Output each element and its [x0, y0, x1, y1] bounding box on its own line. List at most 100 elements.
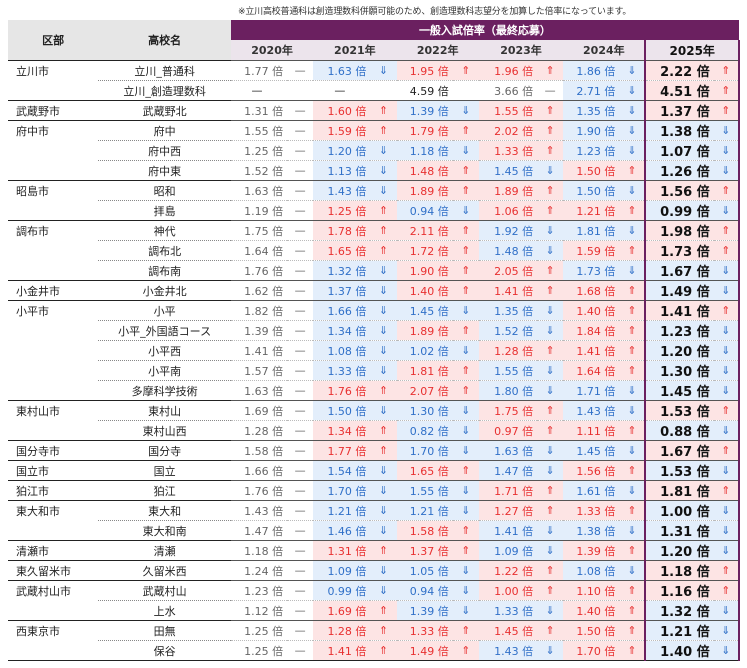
- year-2025-header: 2025年: [644, 40, 740, 61]
- footnote: ※立川高校普通科は創造理数科併願可能のため、創造理数科志望分を加算した倍率になっ…: [238, 7, 632, 17]
- down-arrow-icon: ⇓: [713, 540, 741, 561]
- down-arrow-icon: ⇓: [452, 560, 479, 581]
- flat-dash-icon: —: [287, 240, 314, 261]
- up-arrow-icon: ⇑: [713, 400, 741, 421]
- ratio-value-2022年: 1.55 倍: [396, 480, 453, 501]
- up-arrow-icon: ⇑: [537, 200, 564, 221]
- ratio-value-2025年: 1.32 倍: [644, 600, 714, 621]
- flat-dash-icon: —: [287, 140, 314, 161]
- down-arrow-icon: ⇓: [452, 300, 479, 321]
- ratio-value-2024年: 1.40 倍: [563, 600, 620, 621]
- school-name-cell: 調布北: [98, 240, 231, 261]
- ratio-value-2021年: 1.21 倍: [313, 500, 371, 521]
- school-name-cell: 武蔵村山: [98, 580, 231, 601]
- ratio-value-2023年: 1.28 倍: [478, 340, 538, 361]
- up-arrow-icon: ⇑: [370, 640, 397, 661]
- table-row: 東村山西 1.28 倍 —1.34 倍 ⇑ 0.82 倍 ⇓ 0.97 倍 ⇑ 1.11 倍 ⇑ 0…: [8, 420, 741, 441]
- ratio-value-2024年: 1.10 倍: [563, 580, 620, 601]
- up-arrow-icon: ⇑: [619, 320, 646, 341]
- down-arrow-icon: ⇓: [452, 340, 479, 361]
- ratio-value-2024年: 1.50 倍: [563, 620, 620, 641]
- ratio-value-2025年: 1.40 倍: [644, 640, 714, 661]
- school-name-cell: 府中東: [98, 160, 231, 181]
- table-row: 多摩科学技術 1.63 倍 —1.76 倍 ⇑ 2.07 倍 ⇑ 1.80 倍 ⇓ 1.71 倍…: [8, 380, 741, 401]
- ratio-value-2020年: 1.12 倍: [230, 600, 288, 621]
- up-arrow-icon: ⇑: [370, 100, 397, 121]
- ratio-value-2022年: 1.21 倍: [396, 500, 453, 521]
- ratio-value-2021年: 1.78 倍: [313, 220, 371, 241]
- district-cell: 小平市: [8, 300, 99, 321]
- district-cell: 東村山市: [8, 400, 99, 421]
- ratio-value-2024年: 1.90 倍: [563, 120, 620, 141]
- ratio-value-2023年: 1.33 倍: [478, 140, 538, 161]
- ratio-value-2023年: 1.33 倍: [478, 600, 538, 621]
- ratio-value-2023年: 1.06 倍: [478, 200, 538, 221]
- down-arrow-icon: ⇓: [619, 100, 646, 121]
- down-arrow-icon: ⇓: [452, 440, 479, 461]
- ratio-value-2020年: 1.63 倍: [230, 180, 288, 201]
- district-cell: 西東京市: [8, 620, 99, 641]
- down-arrow-icon: ⇓: [452, 400, 479, 421]
- ratio-value-2024年: 1.70 倍: [563, 640, 620, 661]
- ratio-value-2025年: 1.73 倍: [644, 240, 714, 261]
- ratio-value-2020年: 1.41 倍: [230, 340, 288, 361]
- down-arrow-icon: ⇓: [370, 260, 397, 281]
- district-cell: 武蔵野市: [8, 100, 99, 121]
- flat-dash-icon: —: [287, 460, 314, 481]
- down-arrow-icon: ⇓: [452, 200, 479, 221]
- ratio-value-2024年: 1.45 倍: [563, 440, 620, 461]
- up-arrow-icon: ⇑: [452, 120, 479, 141]
- ratio-value-2020年: 1.76 倍: [230, 260, 288, 281]
- school-name-cell: 小平南: [98, 360, 231, 381]
- down-arrow-icon: ⇓: [619, 60, 646, 81]
- up-arrow-icon: ⇑: [370, 380, 397, 401]
- up-arrow-icon: ⇑: [537, 560, 564, 581]
- ratio-value-2025年: 1.41 倍: [644, 300, 714, 321]
- down-arrow-icon: ⇓: [537, 240, 564, 261]
- down-arrow-icon: ⇓: [713, 380, 741, 401]
- up-arrow-icon: ⇑: [619, 500, 646, 521]
- empty-trend-cell: [287, 80, 314, 101]
- ratio-value-2020年: 1.57 倍: [230, 360, 288, 381]
- ratio-value-2025年: 1.16 倍: [644, 580, 714, 601]
- ratio-value-2025年: 1.38 倍: [644, 120, 714, 141]
- table-row: 小平西 1.41 倍 —1.08 倍 ⇓ 1.02 倍 ⇓ 1.28 倍 ⇑ 1.41 倍 ⇑ 1.…: [8, 340, 741, 361]
- school-name-cell: 調布南: [98, 260, 231, 281]
- ratio-value-2023年: 1.47 倍: [478, 460, 538, 481]
- ratio-value-2020年: 1.66 倍: [230, 460, 288, 481]
- banner-title: 一般入試倍率（最終応募）: [230, 20, 739, 40]
- table-row: 調布市 神代 1.75 倍 —1.78 倍 ⇑ 2.11 倍 ⇑ 1.92 倍 ⇓ 1.81 倍 ⇓…: [8, 220, 741, 241]
- down-arrow-icon: ⇓: [370, 480, 397, 501]
- ratio-value-2022年: 0.94 倍: [396, 200, 453, 221]
- down-arrow-icon: ⇓: [537, 460, 564, 481]
- up-arrow-icon: ⇑: [619, 340, 646, 361]
- school-name-cell: 国分寺: [98, 440, 231, 461]
- table-row: 立川市 立川_普通科 1.77 倍 —1.63 倍 ⇓ 1.95 倍 ⇑ 1.96 倍 ⇑ 1.8…: [8, 60, 741, 81]
- down-arrow-icon: ⇓: [370, 140, 397, 161]
- ratio-value-2023年: 1.00 倍: [478, 580, 538, 601]
- district-cell: 狛江市: [8, 480, 99, 501]
- up-arrow-icon: ⇑: [713, 300, 741, 321]
- ratio-value-2024年: 1.08 倍: [563, 560, 620, 581]
- ratio-value-2020年: 1.28 倍: [230, 420, 288, 441]
- down-arrow-icon: ⇓: [452, 480, 479, 501]
- down-arrow-icon: ⇓: [713, 200, 741, 221]
- ratio-value-2021年: 1.41 倍: [313, 640, 371, 661]
- down-arrow-icon: ⇓: [537, 360, 564, 381]
- ratio-value-2025年: 1.31 倍: [644, 520, 714, 541]
- down-arrow-icon: ⇓: [713, 500, 741, 521]
- down-arrow-icon: ⇓: [619, 180, 646, 201]
- ratio-value-2020年: 1.77 倍: [230, 60, 288, 81]
- ratio-value-2025年: 1.30 倍: [644, 360, 714, 381]
- district-cell: [8, 161, 98, 181]
- year-2022-header: 2022年: [396, 40, 479, 61]
- ratio-value-2023年: 2.05 倍: [478, 260, 538, 281]
- school-name-cell: 拝島: [98, 200, 231, 221]
- table-row: 国立市 国立 1.66 倍 —1.54 倍 ⇓ 1.65 倍 ⇑ 1.47 倍 ⇓ 1.56 倍 ⇑…: [8, 460, 741, 481]
- table-row: 東村山市 東村山 1.69 倍 —1.50 倍 ⇓ 1.30 倍 ⇓ 1.75 倍 ⇑ 1.43 …: [8, 400, 741, 421]
- up-arrow-icon: ⇑: [713, 180, 741, 201]
- ratio-value-2023年: 1.55 倍: [478, 100, 538, 121]
- down-arrow-icon: ⇓: [537, 300, 564, 321]
- up-arrow-icon: ⇑: [619, 620, 646, 641]
- up-arrow-icon: ⇑: [537, 400, 564, 421]
